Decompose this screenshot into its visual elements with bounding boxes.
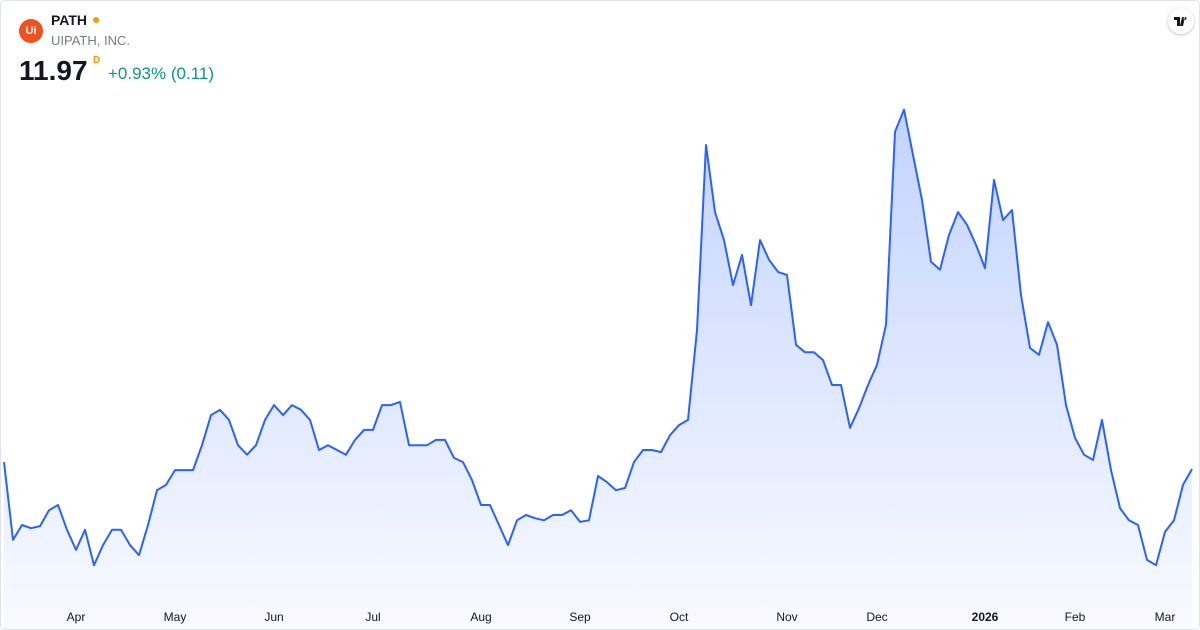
x-tick-label: May: [164, 610, 187, 624]
tradingview-icon: [1174, 17, 1187, 26]
symbol[interactable]: PATH: [51, 12, 88, 28]
x-tick-label: 2026: [972, 610, 999, 624]
company-name: UIPATH, INC.: [51, 33, 130, 48]
logo: Ui: [19, 19, 43, 43]
area-fill: [4, 109, 1192, 630]
price-suffix: D: [93, 55, 101, 66]
x-tick-label: Jul: [365, 610, 380, 624]
price-line: [3, 108, 1193, 567]
x-tick-label: Feb: [1065, 610, 1086, 624]
x-tick-label: Sep: [569, 610, 591, 624]
x-tick-label: Apr: [67, 610, 86, 624]
price: 11.97: [19, 55, 88, 86]
x-tick-label: Nov: [776, 610, 797, 624]
x-tick-label: Dec: [866, 610, 887, 624]
price-change: +0.93% (0.11): [108, 64, 215, 83]
x-tick-label: Mar: [1155, 610, 1176, 624]
x-tick-label: Jun: [264, 610, 283, 624]
x-tick-label: Aug: [470, 610, 491, 624]
x-tick-label: Oct: [670, 610, 689, 624]
market-status-dot: [93, 17, 99, 23]
tradingview-logo[interactable]: [1168, 8, 1194, 34]
